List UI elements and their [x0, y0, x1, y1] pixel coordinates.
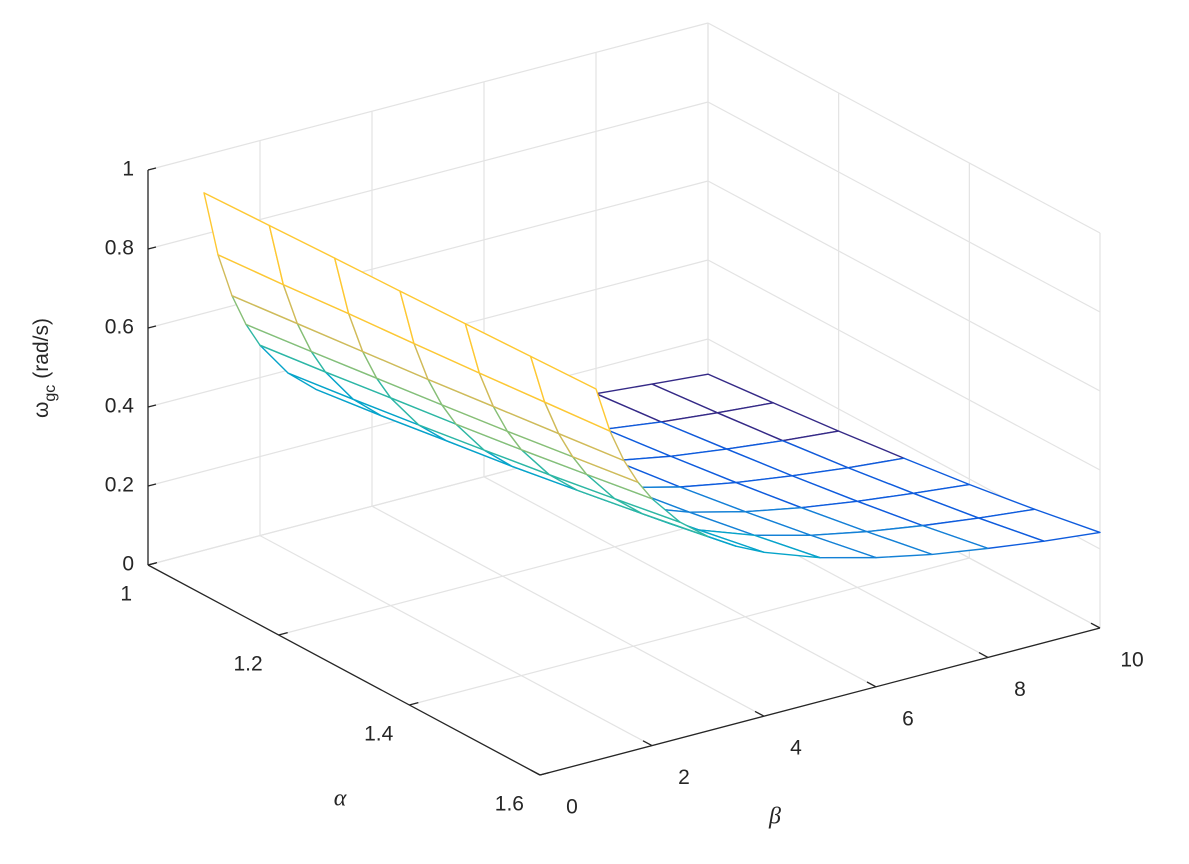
beta-tick-label: 10	[1120, 649, 1143, 672]
tick-mark	[147, 246, 157, 250]
beta-tick-label: 6	[902, 707, 914, 730]
z-tick-label: 0.2	[105, 474, 134, 497]
z-label-symbol: ω	[30, 402, 53, 418]
alpha-tick-label: 1.4	[364, 723, 394, 746]
z-axis-label: ωgc (rad/s)	[30, 318, 59, 418]
z-tick-label: 0.8	[105, 237, 134, 260]
tick-mark	[278, 631, 288, 636]
tick-mark	[866, 681, 877, 688]
tick-mark	[642, 740, 653, 747]
z-tick-label: 0.4	[105, 395, 135, 418]
grid-line	[707, 180, 1101, 392]
alpha-tick-label: 1.6	[495, 793, 524, 816]
alpha-tick-label: 1	[120, 583, 132, 606]
tick-mark	[754, 710, 765, 717]
beta-tick-label: 8	[1014, 678, 1026, 701]
alpha-axis	[147, 564, 541, 776]
tick-mark	[147, 561, 158, 566]
beta-tick-label: 4	[790, 737, 802, 760]
tick-mark	[978, 652, 989, 658]
grid-line	[371, 505, 765, 717]
tick-mark	[409, 701, 419, 706]
grid-line	[147, 22, 709, 171]
tick-mark	[147, 325, 157, 329]
z-label-unit: (rad/s)	[30, 318, 53, 379]
z-label-subscript: gc	[42, 385, 59, 402]
grid-line	[409, 557, 970, 706]
beta-tick-label: 2	[678, 766, 690, 789]
surface-patch	[529, 355, 611, 432]
tick-mark	[539, 771, 550, 776]
grid-line	[707, 101, 1101, 313]
z-tick-label: 0	[122, 553, 134, 576]
grid-line	[707, 259, 1101, 471]
beta-axis-label: β	[768, 804, 781, 830]
grid-line	[707, 22, 1101, 234]
tick-mark	[147, 404, 157, 408]
tick-mark	[147, 483, 157, 487]
grid-line	[483, 476, 877, 688]
beta-tick-label: 0	[566, 796, 578, 819]
tick-mark	[530, 769, 541, 776]
beta-axis	[539, 627, 1101, 776]
tick-mark	[147, 167, 157, 171]
grid-line	[259, 535, 653, 747]
alpha-axis-label: α	[334, 786, 347, 812]
z-tick-label: 1	[122, 158, 134, 181]
tick-mark	[1090, 622, 1101, 629]
z-tick-label: 0.6	[105, 316, 134, 339]
alpha-tick-label: 1.2	[233, 653, 262, 676]
